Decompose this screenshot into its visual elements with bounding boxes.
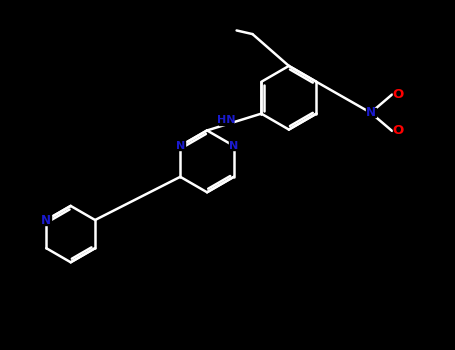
Bar (175, 141, 185, 150)
Text: O: O (392, 88, 404, 101)
Text: N: N (229, 141, 238, 151)
Text: N: N (366, 106, 376, 119)
Bar (393, 126, 403, 136)
Bar (219, 115, 233, 125)
Text: O: O (392, 124, 404, 138)
Bar (393, 90, 403, 99)
Bar (41, 216, 51, 225)
Bar (366, 108, 376, 117)
Text: N: N (176, 141, 185, 151)
Text: HN: HN (217, 115, 235, 125)
Text: N: N (41, 214, 51, 226)
Bar (229, 141, 239, 150)
